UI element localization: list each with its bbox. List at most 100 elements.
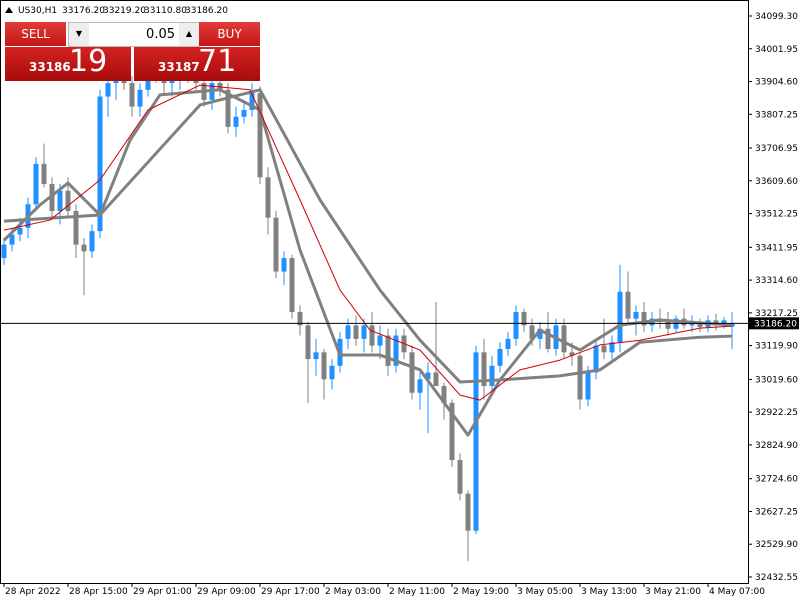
moving-average <box>3 88 733 384</box>
candle-body <box>241 109 247 117</box>
candle-body <box>417 379 423 393</box>
x-tick-label: 3 May 21:00 <box>645 587 701 597</box>
candle-body <box>409 352 415 393</box>
y-tick-label: 33119.90 <box>755 342 798 352</box>
candle-body <box>489 365 495 386</box>
plot: 34099.30 34001.95 33904.60 33807.25 33706.95… <box>1 12 798 597</box>
candle-body <box>369 325 375 346</box>
candle-body <box>561 325 567 353</box>
candle-body <box>217 83 223 90</box>
x-tick-label: 3 May 05:00 <box>517 587 573 597</box>
moving-average <box>3 84 733 401</box>
candle-body <box>353 325 359 339</box>
ask-main: 33187 <box>158 60 200 74</box>
x-tick-label: 2 May 19:00 <box>453 587 509 597</box>
candle-body <box>225 89 231 127</box>
candle-body <box>169 79 175 84</box>
y-tick-label: 32922.25 <box>755 408 798 418</box>
ask-pips: 71 <box>198 44 237 79</box>
candle-body <box>609 342 615 353</box>
y-tick-label: 34001.95 <box>755 45 798 55</box>
candle-body <box>465 493 471 531</box>
candle-body <box>433 372 439 386</box>
candle-body <box>529 325 535 339</box>
y-tick-label: 33314.60 <box>755 276 798 286</box>
y-tick-label: 32724.60 <box>755 475 798 485</box>
candle-body <box>697 322 703 328</box>
open: 33176.20 <box>62 6 105 16</box>
candle-body <box>281 258 287 272</box>
sell-button[interactable]: SELL <box>5 22 66 46</box>
candle-body <box>329 365 335 380</box>
volume-up[interactable]: ▲ <box>179 23 199 46</box>
candle-body <box>257 93 263 178</box>
candle-body <box>89 231 95 252</box>
candle-body <box>289 258 295 312</box>
candle-body <box>305 325 311 360</box>
close: 33186.20 <box>185 6 228 16</box>
bid-main: 33186 <box>29 60 71 74</box>
ask-box[interactable]: 33187 71 <box>134 44 260 81</box>
plot-frame <box>0 0 749 584</box>
candle-body <box>129 83 135 107</box>
candle-body <box>297 311 303 326</box>
candle-body <box>449 402 455 461</box>
candle-body <box>313 352 319 360</box>
y-tick-label: 32627.25 <box>755 507 798 517</box>
candle-body <box>385 335 391 366</box>
candle-body <box>377 335 383 346</box>
low: 33110.80 <box>144 6 187 16</box>
collapse-arrow[interactable] <box>5 7 13 13</box>
candle-body <box>137 89 143 107</box>
y-tick-label: 33904.60 <box>755 78 798 88</box>
candle-body <box>33 163 39 205</box>
candle-body <box>265 177 271 218</box>
y-tick-label: 32529.90 <box>755 540 798 550</box>
candle-body <box>9 234 15 245</box>
candle-body <box>57 190 63 211</box>
candle-body <box>569 352 575 356</box>
symbol: US30,H1 <box>18 6 57 16</box>
x-tick-label: 3 May 13:00 <box>581 587 637 597</box>
candle-body <box>441 385 447 403</box>
candle-body <box>345 325 351 339</box>
candle-body <box>249 93 255 110</box>
candle-body <box>393 335 399 366</box>
candle-body <box>361 325 367 339</box>
moving-average <box>2 88 733 437</box>
candle-body <box>585 372 591 400</box>
candle-body <box>617 291 623 343</box>
y-tick-label: 33609.60 <box>755 177 798 187</box>
volume-box[interactable]: ▼ 0.05 ▲ <box>68 22 200 47</box>
candle-body <box>497 348 503 366</box>
candle-body <box>457 460 463 494</box>
y-tick-label: 33019.60 <box>755 375 798 385</box>
price-label: 33186.20 <box>754 319 797 329</box>
candle-body <box>97 96 103 232</box>
candle-body <box>641 311 647 326</box>
candle-body <box>17 227 23 235</box>
y-tick-label: 32824.90 <box>755 441 798 451</box>
candle-body <box>665 322 671 329</box>
y-tick-label: 32432.55 <box>755 573 798 583</box>
x-tick-label: 29 Apr 17:00 <box>261 587 320 597</box>
bid-pips: 19 <box>69 44 108 79</box>
y-tick-label: 33512.25 <box>755 210 798 220</box>
x-tick-label: 28 Apr 2022 <box>5 587 61 597</box>
candle-body <box>577 355 583 400</box>
volume: 0.05 <box>146 27 175 42</box>
volume-down[interactable]: ▼ <box>69 23 89 46</box>
y-tick-label: 33706.95 <box>755 144 798 154</box>
candle-body <box>513 311 519 339</box>
x-tick-label: 2 May 11:00 <box>389 587 445 597</box>
candle-body <box>601 345 607 353</box>
candle-body <box>81 244 87 252</box>
candle-body <box>321 352 327 380</box>
candle-body <box>625 291 631 319</box>
buy-button[interactable]: BUY <box>199 22 260 46</box>
trade-panel: SELL ▼ 0.05 ▲ BUY 33186 19 33187 71 <box>5 22 260 81</box>
bid-box[interactable]: 33186 19 <box>5 44 131 81</box>
candle-body <box>425 372 431 380</box>
